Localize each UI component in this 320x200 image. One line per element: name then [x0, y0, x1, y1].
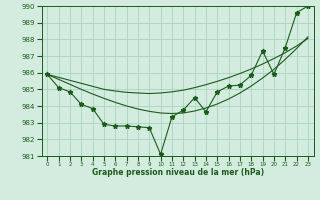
X-axis label: Graphe pression niveau de la mer (hPa): Graphe pression niveau de la mer (hPa) — [92, 168, 264, 177]
